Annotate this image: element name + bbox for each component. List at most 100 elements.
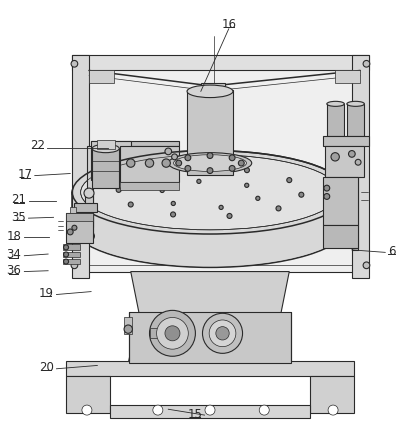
Bar: [323, 177, 358, 225]
Polygon shape: [335, 70, 360, 83]
Text: 17: 17: [18, 168, 33, 181]
Circle shape: [355, 159, 361, 165]
Text: 19: 19: [39, 287, 54, 300]
Circle shape: [86, 232, 94, 240]
Ellipse shape: [187, 85, 233, 97]
Circle shape: [84, 188, 94, 198]
Bar: [72, 54, 89, 278]
Bar: [325, 146, 365, 177]
Polygon shape: [310, 376, 354, 413]
Bar: [72, 54, 368, 70]
Circle shape: [150, 311, 195, 356]
Circle shape: [239, 160, 244, 166]
Circle shape: [185, 155, 191, 161]
Circle shape: [171, 202, 176, 206]
Circle shape: [197, 179, 201, 183]
Bar: [85, 193, 93, 226]
Text: 34: 34: [6, 249, 21, 261]
Circle shape: [209, 320, 236, 347]
Bar: [63, 259, 80, 264]
Circle shape: [229, 155, 235, 161]
Circle shape: [328, 405, 338, 415]
Bar: [120, 146, 178, 182]
Polygon shape: [66, 376, 110, 413]
Ellipse shape: [327, 101, 344, 106]
Circle shape: [72, 225, 77, 230]
Bar: [124, 318, 132, 334]
Text: 36: 36: [6, 264, 21, 277]
Bar: [323, 225, 358, 248]
Ellipse shape: [168, 153, 252, 174]
Circle shape: [256, 196, 260, 200]
Ellipse shape: [347, 101, 365, 106]
Circle shape: [128, 202, 133, 207]
Circle shape: [126, 159, 135, 167]
Circle shape: [63, 245, 68, 250]
Circle shape: [287, 178, 292, 183]
Bar: [74, 203, 97, 212]
Polygon shape: [110, 405, 310, 418]
Polygon shape: [91, 141, 178, 146]
Circle shape: [116, 187, 121, 192]
Circle shape: [324, 185, 330, 191]
Circle shape: [349, 151, 355, 157]
Circle shape: [71, 60, 78, 67]
Circle shape: [171, 212, 176, 217]
Circle shape: [205, 405, 215, 415]
Circle shape: [188, 166, 193, 171]
Circle shape: [172, 154, 178, 160]
Bar: [201, 83, 225, 92]
Polygon shape: [89, 70, 114, 83]
Circle shape: [229, 166, 235, 171]
Bar: [63, 252, 80, 257]
Circle shape: [63, 252, 68, 257]
Text: 35: 35: [11, 211, 26, 224]
Circle shape: [145, 159, 154, 167]
Polygon shape: [74, 62, 367, 272]
Ellipse shape: [74, 185, 346, 266]
Bar: [97, 140, 116, 149]
Bar: [352, 146, 358, 250]
Bar: [63, 245, 80, 250]
Text: 16: 16: [221, 18, 236, 31]
Text: 20: 20: [39, 361, 54, 374]
Circle shape: [363, 262, 370, 268]
Polygon shape: [91, 141, 131, 180]
Circle shape: [207, 153, 213, 159]
Bar: [187, 163, 233, 175]
Circle shape: [363, 60, 370, 67]
Text: 22: 22: [31, 139, 46, 152]
Circle shape: [244, 167, 249, 173]
Circle shape: [157, 318, 188, 349]
Text: 21: 21: [11, 193, 26, 206]
Bar: [70, 207, 76, 213]
Bar: [92, 148, 119, 188]
Circle shape: [207, 168, 213, 174]
Ellipse shape: [72, 184, 348, 268]
Circle shape: [165, 326, 180, 341]
Bar: [187, 90, 233, 161]
Circle shape: [82, 405, 92, 415]
Circle shape: [153, 405, 163, 415]
Circle shape: [124, 325, 132, 333]
Ellipse shape: [173, 155, 247, 171]
Circle shape: [162, 159, 171, 167]
Polygon shape: [66, 361, 354, 376]
Circle shape: [67, 229, 73, 235]
Polygon shape: [129, 313, 291, 361]
Bar: [66, 213, 93, 221]
Circle shape: [71, 262, 78, 268]
Circle shape: [216, 326, 229, 340]
Bar: [129, 312, 291, 362]
Text: 18: 18: [6, 229, 21, 243]
Bar: [120, 182, 178, 190]
Polygon shape: [131, 272, 289, 313]
Circle shape: [259, 405, 269, 415]
Circle shape: [219, 205, 223, 210]
Bar: [347, 104, 365, 136]
Bar: [323, 136, 368, 146]
Ellipse shape: [81, 155, 339, 230]
Ellipse shape: [72, 151, 348, 234]
Circle shape: [324, 194, 330, 199]
Circle shape: [165, 148, 172, 155]
